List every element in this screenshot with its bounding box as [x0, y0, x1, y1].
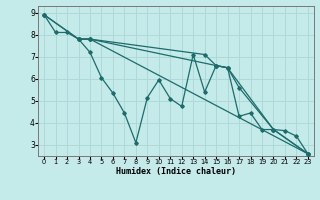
X-axis label: Humidex (Indice chaleur): Humidex (Indice chaleur) — [116, 167, 236, 176]
